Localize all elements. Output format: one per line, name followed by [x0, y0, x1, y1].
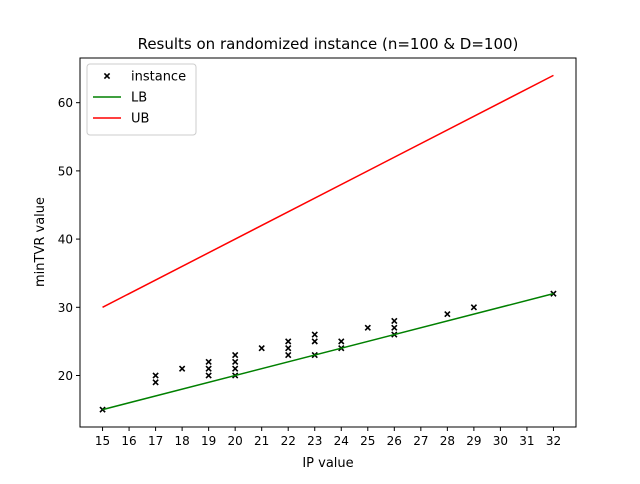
x-tick-label: 30: [493, 434, 508, 448]
x-tick-label: 15: [95, 434, 110, 448]
y-axis: 20 30 40 50 60: [58, 96, 80, 383]
instance-point: [338, 338, 345, 345]
instance-point: [311, 338, 318, 345]
x-tick-label: 24: [334, 434, 349, 448]
instance-point: [205, 372, 212, 379]
x-tick-label: 29: [466, 434, 481, 448]
ub-line: [102, 74, 554, 308]
lb-line: [102, 292, 554, 411]
plot-area: [99, 74, 557, 413]
instance-point: [178, 365, 186, 372]
instance-point: [232, 358, 239, 366]
x-tick-label: 20: [228, 434, 243, 448]
x-tick-label: 21: [254, 434, 269, 448]
x-tick-label: 31: [519, 434, 534, 448]
instance-point: [444, 310, 451, 318]
instance-point: [470, 304, 478, 311]
x-tick-label: 25: [360, 434, 375, 448]
x-tick-label: 26: [387, 434, 402, 448]
instance-point: [232, 365, 239, 372]
instance-point: [391, 324, 398, 331]
instance-point: [232, 351, 239, 359]
y-tick-label: 50: [58, 164, 73, 178]
y-tick-label: 30: [58, 301, 73, 315]
x-axis-label: IP value: [302, 456, 353, 471]
x-tick-label: 18: [174, 434, 189, 448]
y-tick-label: 40: [58, 233, 73, 247]
instance-point: [205, 365, 212, 372]
instance-point: [550, 290, 557, 297]
legend: instance LB UB: [86, 63, 197, 136]
instance-point: [285, 338, 292, 345]
chart-title: Results on randomized instance (n=100 & …: [138, 35, 519, 53]
x-tick-label: 16: [121, 434, 136, 448]
instance-point: [152, 372, 159, 379]
instance-point: [311, 331, 318, 338]
x-tick-label: 28: [440, 434, 455, 448]
instance-point: [258, 345, 265, 352]
x-tick-label: 32: [546, 434, 561, 448]
y-axis-label: minTVR value: [33, 197, 48, 287]
legend-swatch-instance: [103, 72, 111, 80]
instance-point: [152, 379, 159, 386]
instance-point: [285, 345, 292, 352]
axes-frame: [79, 57, 577, 428]
legend-label-instance: instance: [131, 70, 186, 85]
legend-label-ub: UB: [131, 112, 149, 127]
instance-point: [364, 324, 371, 331]
x-tick-label: 27: [413, 434, 428, 448]
x-tick-label: 23: [307, 434, 322, 448]
x-tick-label: 17: [148, 434, 163, 448]
legend-label-lb: LB: [131, 91, 147, 106]
instance-point: [391, 317, 398, 325]
x-tick-label: 19: [201, 434, 216, 448]
instance-point: [205, 358, 212, 366]
x-tick-label: 22: [281, 434, 296, 448]
y-tick-label: 60: [58, 96, 73, 110]
x-axis: 15 16 17 18 19 20 21 22 23 24 25 26 27 28 29 30 31 32: [95, 427, 561, 448]
y-tick-label: 20: [58, 369, 73, 383]
instance-point: [99, 406, 106, 413]
instance-point: [285, 351, 292, 359]
